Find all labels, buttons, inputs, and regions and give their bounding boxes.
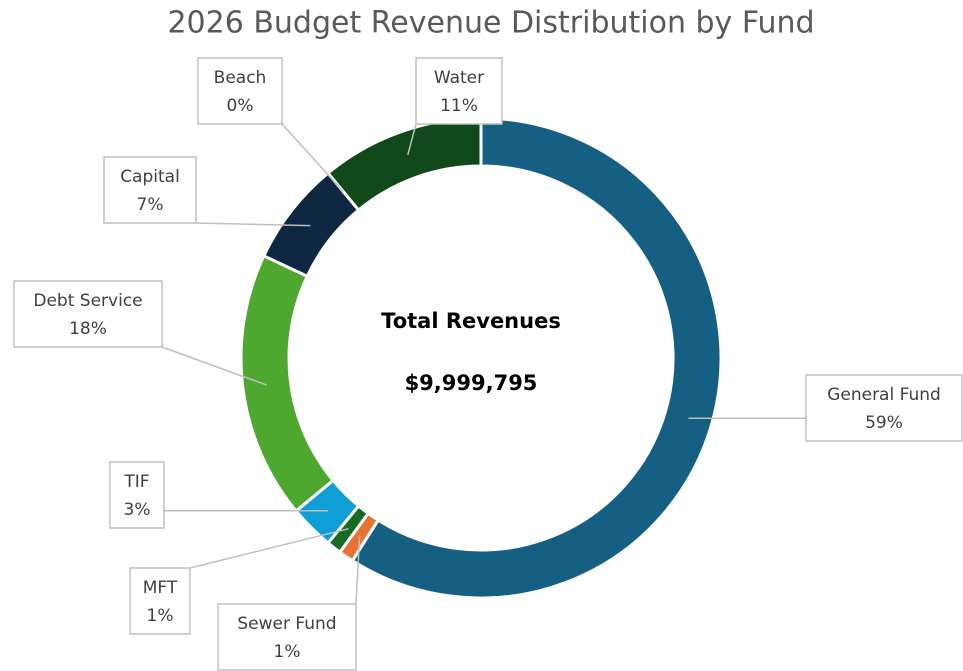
category-label: Beach [214,68,267,88]
value-label: 7% [137,195,164,215]
category-label: Capital [120,167,180,187]
leader-line [355,536,361,605]
leader-line [281,123,344,193]
label-box [103,156,197,224]
category-label: General Fund [827,385,941,405]
leader-line [407,123,417,155]
center-title: Total Revenues [381,309,561,333]
label-box [13,280,163,348]
value-label: 0% [227,96,254,116]
label-box [109,461,165,529]
value-label: 1% [147,606,174,626]
category-label: TIF [123,472,149,492]
value-label: 11% [440,96,478,116]
category-label: MFT [143,578,178,598]
category-label: Debt Service [33,291,142,311]
label-box [805,374,963,442]
leader-line [195,222,311,227]
value-label: 18% [69,319,107,339]
category-label: Water [434,68,484,88]
leader-line [161,346,267,386]
chart-title: 2026 Budget Revenue Distribution by Fund [167,6,814,41]
label-box [217,603,357,671]
slice [350,116,723,600]
label-box [129,567,191,635]
slice [239,253,336,514]
category-label: Sewer Fund [237,614,336,634]
value-label: 3% [124,500,151,520]
slice [325,116,483,213]
center-value: $9,999,795 [405,371,538,395]
label-box [415,57,503,125]
leader-line [189,527,349,569]
label-box [197,57,283,125]
value-label: 1% [274,642,301,662]
value-label: 59% [865,413,903,433]
